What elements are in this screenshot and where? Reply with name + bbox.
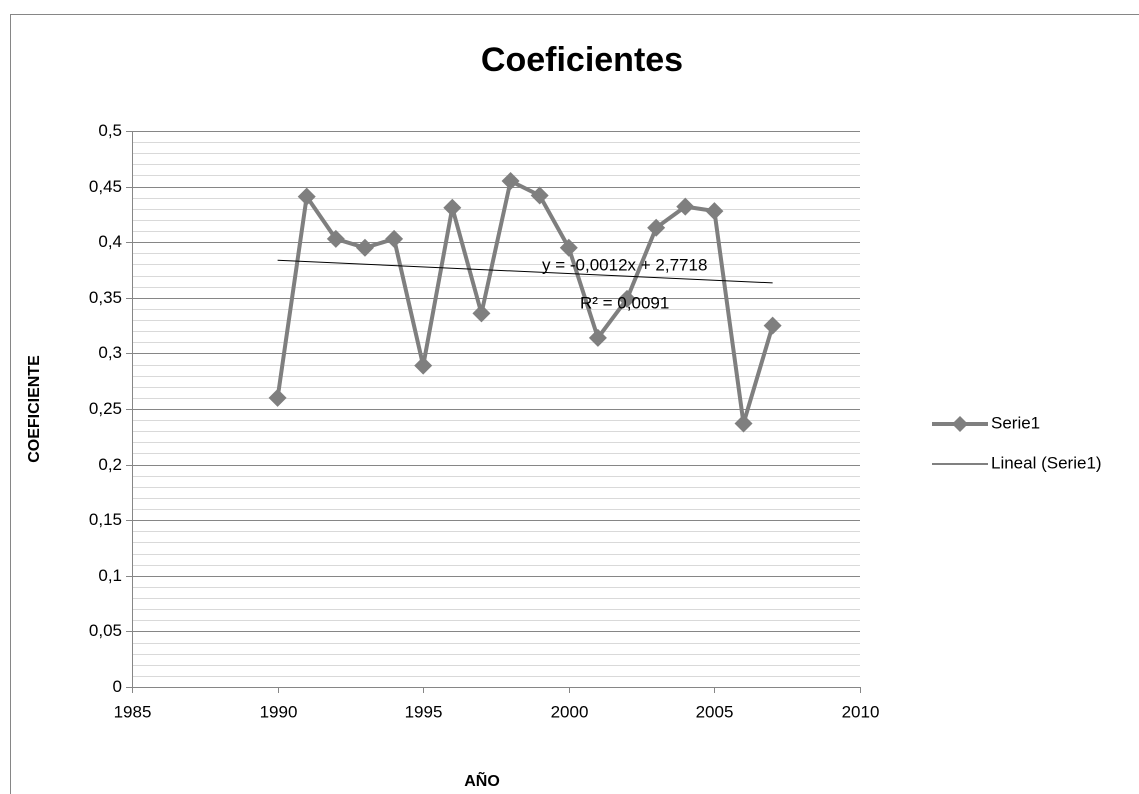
y-tick-label: 0,3 [98,343,122,362]
point [268,388,287,407]
y-tick-label: 0,15 [89,510,122,529]
point [763,316,782,335]
x-tick-label: 1985 [114,702,152,721]
point [705,202,724,221]
point [443,198,462,217]
legend-label: Serie1 [991,413,1040,432]
point [414,356,433,375]
trendline [277,259,773,284]
point [647,218,666,237]
x-tick-label: 1995 [405,702,443,721]
x-tick-label: 2010 [842,702,880,721]
y-tick-label: 0,2 [98,455,122,474]
x-tick-label: 1990 [260,702,298,721]
point [676,197,695,216]
y-tick-label: 0,4 [98,232,122,251]
point [355,238,374,257]
y-tick-label: 0,25 [89,399,122,418]
x-axis-title: AÑO [464,770,500,790]
point [559,238,578,257]
y-tick-label: 0,5 [98,121,122,140]
y-tick-label: 0,1 [98,566,122,585]
chart-title: Coeficientes [481,41,683,79]
y-tick-label: 0,05 [89,621,122,640]
trend-equation: y = -0,0012x + 2,7718 [542,255,707,274]
point [501,172,520,191]
y-tick-label: 0,45 [89,177,122,196]
x-tick-label: 2000 [551,702,589,721]
trend-r2: R² = 0,0091 [580,293,669,312]
y-tick-label: 0,35 [89,288,122,307]
chart-frame [10,14,1139,794]
x-tick-label: 2005 [696,702,734,721]
point [385,229,404,248]
legend-marker [952,416,968,432]
y-axis-title: COEFICIENTE [26,355,43,463]
legend-label: Lineal (Serie1) [991,453,1102,472]
point [734,414,753,433]
point [297,187,316,206]
point [326,229,345,248]
point [618,289,637,308]
point [588,328,607,347]
y-tick-label: 0 [113,677,122,696]
point [530,186,549,205]
point [472,304,491,323]
